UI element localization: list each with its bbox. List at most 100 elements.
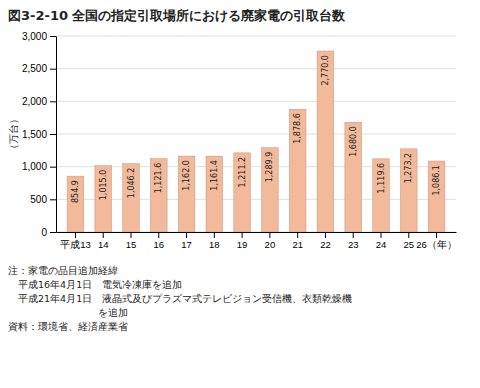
y-axis: 0 500 1,000 1,500 2,000 2,500 3,000 — [22, 31, 57, 238]
axis-domain — [57, 232, 457, 233]
grid-line — [56, 101, 456, 102]
data-label: 1,086.1 — [432, 165, 441, 196]
tick-mark — [50, 199, 56, 200]
tick-label: 22 — [320, 239, 331, 250]
tick: 23 — [348, 232, 359, 250]
bar — [150, 159, 167, 232]
annotation: 平成21年4月1日 液晶式及びプラズマ式テレビジョン受信機、衣類乾燥機 — [8, 293, 352, 304]
tick-mark — [436, 232, 437, 238]
data-label: 1,211.2 — [238, 157, 247, 188]
tick-mark — [269, 232, 270, 238]
data-label: 1,121.6 — [154, 163, 163, 194]
title: 図3-2-10 全国の指定引取場所における廃家電の引取台数 — [8, 8, 346, 23]
bar — [345, 122, 362, 232]
data-label: 1,680.0 — [349, 126, 358, 157]
bar — [317, 51, 334, 232]
bar — [67, 176, 84, 232]
tick-mark — [186, 232, 187, 238]
tick-label: 500 — [30, 194, 47, 205]
tick: 26（年） — [416, 232, 457, 250]
tick: 24 — [376, 232, 387, 250]
grid — [56, 36, 456, 232]
tick: 3,000 — [22, 31, 56, 42]
bar — [400, 149, 417, 232]
tick-label: 25 — [403, 239, 414, 250]
annotation: 平成16年4月1日 電気冷凍庫を追加 — [8, 279, 182, 290]
tick-mark — [50, 36, 56, 37]
plot: 0 500 1,000 1,500 2,000 2,500 3,000 平成13 14 15 16 1… — [22, 31, 457, 250]
tick-label: 3,000 — [22, 31, 47, 42]
tick-label: 1,000 — [22, 161, 47, 172]
bar — [123, 164, 140, 232]
tick: 21 — [292, 232, 303, 250]
grid-line — [56, 232, 456, 233]
tick-mark — [297, 232, 298, 238]
grid-line — [56, 166, 456, 167]
tick-mark — [103, 232, 104, 238]
data-label: 1,161.4 — [210, 160, 219, 191]
tick-mark — [242, 232, 243, 238]
bar — [206, 156, 223, 232]
tick: 14 — [98, 232, 109, 250]
tick-label: 17 — [181, 239, 192, 250]
bar — [95, 166, 112, 232]
data-label: 1,273.2 — [404, 153, 413, 184]
tick-mark — [408, 232, 409, 238]
tick: 500 — [30, 194, 56, 205]
data-label: 1,119.6 — [377, 163, 386, 194]
tick: 25 — [403, 232, 414, 250]
tick-mark — [325, 232, 326, 238]
tick-label: 20 — [265, 239, 276, 250]
tick-mark — [131, 232, 132, 238]
data-label: 1,162.0 — [182, 160, 191, 191]
tick-label: 1,500 — [22, 129, 47, 140]
grid-line — [56, 36, 456, 37]
tick-mark — [214, 232, 215, 238]
bar — [178, 156, 195, 232]
tick-label: 23 — [348, 239, 359, 250]
tick-label: 19 — [237, 239, 248, 250]
tick-label: 2,000 — [22, 96, 47, 107]
tick: 2,500 — [22, 63, 56, 74]
tick-label: 16 — [153, 239, 164, 250]
tick-label: 15 — [126, 239, 137, 250]
tick-mark — [50, 101, 56, 102]
bar — [234, 153, 251, 232]
bar — [373, 159, 390, 232]
tick-mark — [75, 232, 76, 238]
tick-mark — [50, 134, 56, 135]
bar — [289, 109, 306, 232]
bars — [67, 51, 445, 232]
grid-line — [56, 68, 456, 69]
tick: 16 — [153, 232, 164, 250]
tick-label: 平成13 — [60, 239, 91, 250]
tick: 15 — [126, 232, 137, 250]
data-label: 1,878.6 — [293, 113, 302, 144]
tick-label: 24 — [376, 239, 387, 250]
tick: 平成13 — [60, 232, 91, 250]
data-label: 1,015.0 — [99, 170, 108, 201]
tick: 19 — [237, 232, 248, 250]
tick: 2,000 — [22, 96, 56, 107]
tick-label: 14 — [98, 239, 109, 250]
tick-label: 21 — [292, 239, 303, 250]
tick: 0 — [41, 227, 56, 238]
notes: 注：家電の品目追加経緯 平成16年4月1日 電気冷凍庫を追加 平成21年4月1日… — [8, 265, 352, 332]
annotation: 資料：環境省、経済産業省 — [8, 321, 128, 332]
annotation: を追加 — [8, 307, 128, 318]
tick-mark — [353, 232, 354, 238]
grid-line — [56, 134, 456, 135]
tick-mark — [50, 167, 56, 168]
data-label: 2,770.0 — [321, 55, 330, 86]
axis-domain — [56, 37, 57, 233]
y-axis-label: （万台） — [8, 114, 19, 154]
bar — [262, 148, 279, 232]
tick-label: 2,500 — [22, 63, 47, 74]
tick-label: 26（年） — [416, 239, 457, 250]
chart: 図3-2-10 全国の指定引取場所における廃家電の引取台数 0 500 1,000 1,… — [0, 0, 480, 388]
data-label: 1,046.2 — [127, 168, 136, 199]
data-label: 854.9 — [71, 180, 80, 203]
tick-mark — [381, 232, 382, 238]
tick: 20 — [265, 232, 276, 250]
tick-label: 18 — [209, 239, 220, 250]
